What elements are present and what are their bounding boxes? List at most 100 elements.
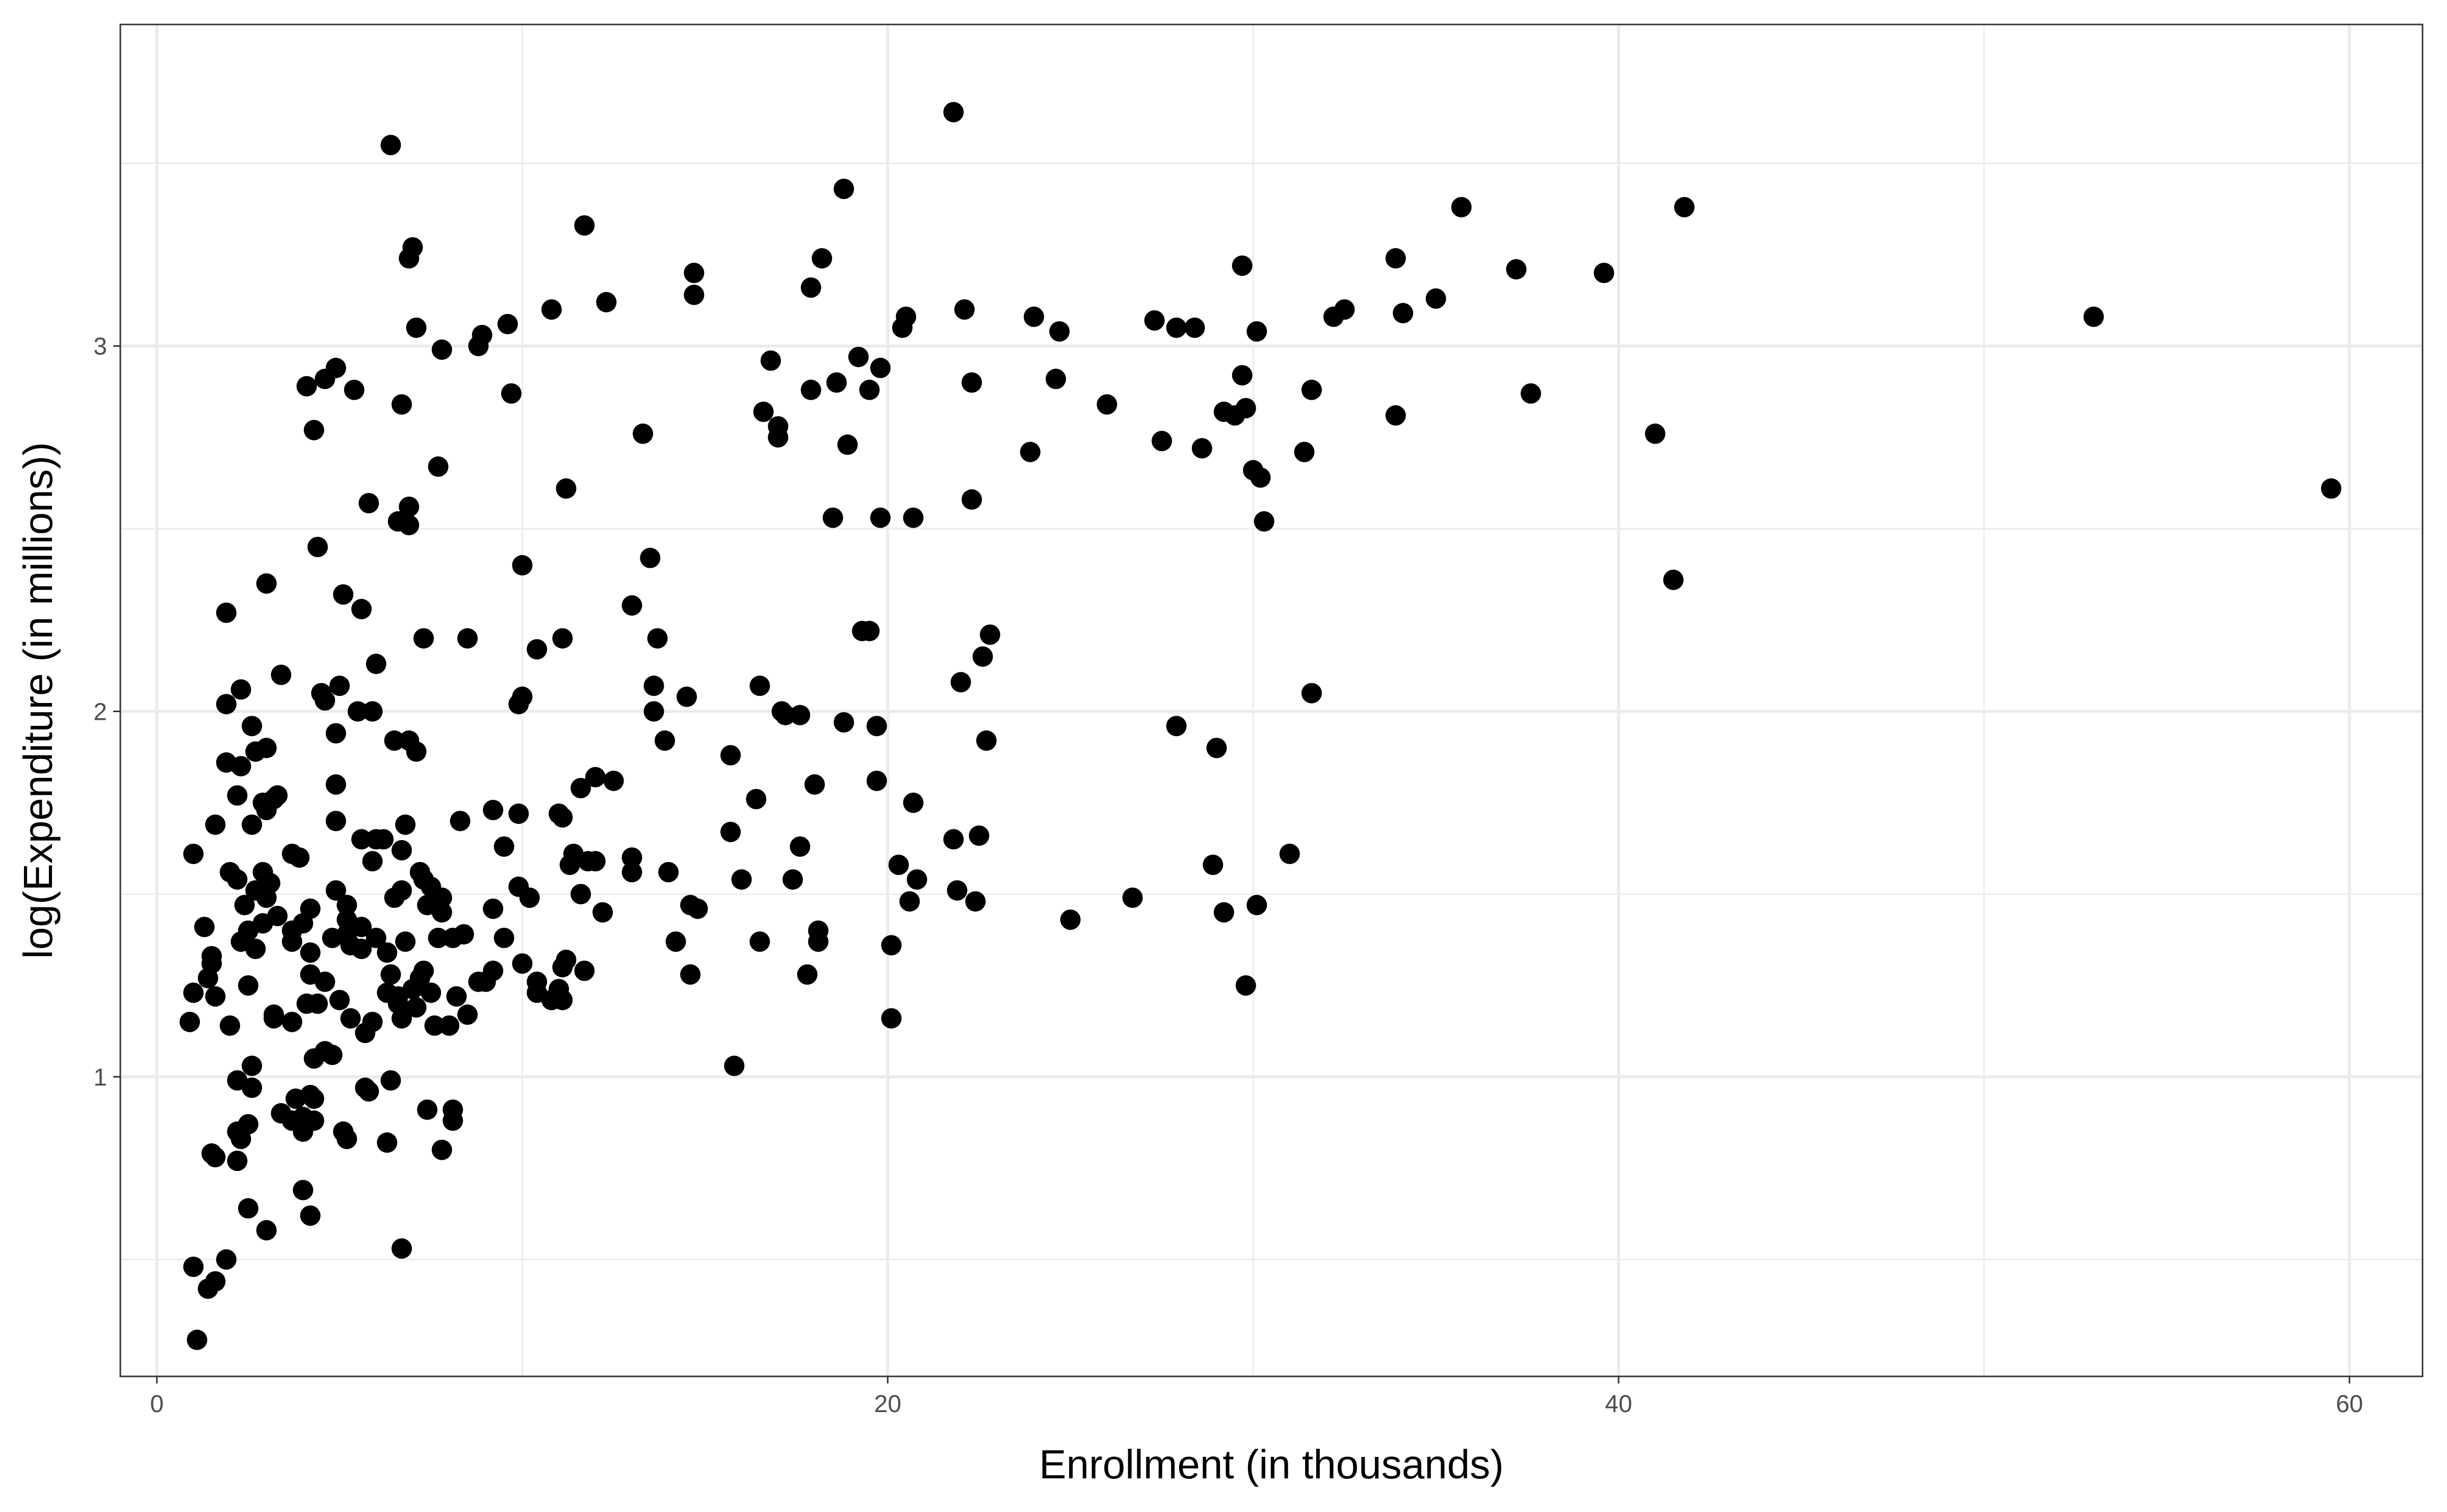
data-point (541, 299, 562, 320)
data-point (468, 335, 489, 356)
data-point (296, 376, 317, 397)
data-point (859, 620, 880, 641)
data-point (826, 372, 847, 393)
data-point (965, 891, 986, 912)
data-point (336, 895, 357, 916)
data-point (395, 931, 416, 952)
data-point (256, 800, 277, 820)
data-point (227, 869, 248, 890)
data-point (325, 774, 346, 795)
data-point (242, 1077, 263, 1098)
data-point (333, 584, 354, 605)
data-point (315, 369, 335, 389)
data-point (720, 745, 741, 766)
data-point (428, 927, 449, 948)
x-axis-title: Enrollment (in thousands) (1039, 1442, 1504, 1487)
data-point (399, 497, 420, 517)
data-point (552, 957, 573, 978)
data-point (395, 814, 416, 835)
data-point (1235, 975, 1256, 996)
data-point (380, 135, 401, 155)
data-point (834, 712, 854, 733)
data-point (1213, 902, 1234, 923)
y-axis: 1 2 3 (93, 333, 120, 1091)
data-point (205, 814, 226, 835)
data-point (570, 883, 591, 904)
data-point (399, 515, 420, 535)
data-point (950, 672, 971, 693)
data-point (198, 1279, 218, 1299)
data-point (1152, 431, 1172, 452)
data-point (552, 807, 573, 828)
data-point (647, 628, 668, 649)
data-point (961, 489, 982, 510)
data-point (442, 927, 463, 948)
data-point (373, 829, 394, 850)
y-tick-label: 3 (93, 333, 107, 360)
data-point (325, 880, 346, 901)
data-point (230, 756, 251, 776)
data-point (790, 836, 811, 857)
data-point (183, 982, 204, 1003)
data-point (377, 1132, 398, 1153)
data-point (676, 686, 697, 707)
data-point (643, 675, 664, 696)
data-point (392, 394, 412, 415)
data-point (475, 971, 496, 992)
data-point (293, 1180, 314, 1201)
data-point (1191, 438, 1212, 459)
data-point (665, 931, 686, 952)
data-point (527, 639, 548, 660)
data-point (380, 1070, 401, 1091)
data-point (1294, 441, 1315, 462)
data-point (512, 555, 533, 576)
data-point (1301, 379, 1322, 400)
data-point (903, 792, 924, 813)
data-point (1250, 467, 1271, 488)
data-point (256, 888, 277, 908)
data-point (892, 317, 913, 338)
data-point (870, 507, 891, 528)
data-point (972, 646, 993, 667)
data-point (870, 357, 891, 378)
data-point (621, 862, 642, 882)
data-point (216, 1249, 237, 1270)
data-point (804, 774, 825, 795)
data-point (1451, 197, 1472, 218)
data-point (800, 379, 821, 400)
data-point (493, 927, 514, 948)
data-point (570, 778, 591, 798)
data-point (194, 917, 215, 937)
data-point (303, 420, 324, 440)
data-point (497, 314, 518, 334)
data-point (392, 840, 412, 861)
data-point (242, 1055, 263, 1076)
data-point (439, 1015, 460, 1036)
data-point (1232, 255, 1253, 276)
data-point (596, 292, 617, 312)
data-point (245, 741, 266, 762)
grid-major (120, 24, 2423, 1376)
data-point (1674, 197, 1695, 218)
data-point (508, 803, 529, 824)
data-point (457, 628, 478, 649)
data-point (358, 493, 379, 513)
data-point (1024, 306, 1045, 327)
data-point (406, 997, 427, 1018)
data-point (179, 1011, 200, 1032)
data-point (315, 690, 335, 711)
data-point (216, 694, 237, 715)
data-point (559, 854, 580, 875)
data-point (242, 716, 263, 737)
data-point (866, 770, 887, 791)
data-point (512, 953, 533, 974)
data-point (336, 1129, 357, 1150)
data-point (1225, 405, 1245, 426)
data-point (392, 1238, 412, 1259)
data-point (300, 942, 321, 963)
data-point (881, 935, 902, 956)
data-point (187, 1329, 207, 1350)
data-point (281, 931, 302, 952)
data-point (947, 880, 968, 901)
